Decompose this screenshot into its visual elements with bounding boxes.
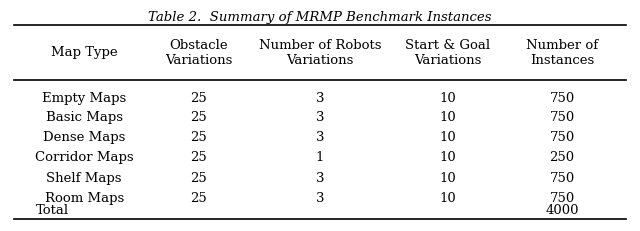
Text: Number of Robots
Variations: Number of Robots Variations	[259, 39, 381, 67]
Text: 10: 10	[439, 172, 456, 185]
Text: 3: 3	[316, 131, 324, 144]
Text: 750: 750	[550, 131, 575, 144]
Text: Map Type: Map Type	[51, 46, 118, 59]
Text: 25: 25	[191, 111, 207, 124]
Text: 3: 3	[316, 192, 324, 205]
Text: Total: Total	[36, 204, 69, 217]
Text: 3: 3	[316, 92, 324, 105]
Text: 25: 25	[191, 151, 207, 164]
Text: Dense Maps: Dense Maps	[43, 131, 125, 144]
Text: Corridor Maps: Corridor Maps	[35, 151, 134, 164]
Text: 1: 1	[316, 151, 324, 164]
Text: 750: 750	[550, 111, 575, 124]
Text: Table 2.  Summary of MRMP Benchmark Instances: Table 2. Summary of MRMP Benchmark Insta…	[148, 11, 492, 24]
Text: 10: 10	[439, 192, 456, 205]
Text: 10: 10	[439, 151, 456, 164]
Text: 25: 25	[191, 131, 207, 144]
Text: 25: 25	[191, 172, 207, 185]
Text: 25: 25	[191, 192, 207, 205]
Text: 10: 10	[439, 131, 456, 144]
Text: Shelf Maps: Shelf Maps	[47, 172, 122, 185]
Text: Basic Maps: Basic Maps	[45, 111, 123, 124]
Text: Start & Goal
Variations: Start & Goal Variations	[405, 39, 490, 67]
Text: 3: 3	[316, 172, 324, 185]
Text: 750: 750	[550, 92, 575, 105]
Text: Number of
Instances: Number of Instances	[526, 39, 598, 67]
Text: 750: 750	[550, 172, 575, 185]
Text: 10: 10	[439, 92, 456, 105]
Text: 3: 3	[316, 111, 324, 124]
Text: 250: 250	[550, 151, 575, 164]
Text: Empty Maps: Empty Maps	[42, 92, 126, 105]
Text: 4000: 4000	[545, 204, 579, 217]
Text: Room Maps: Room Maps	[45, 192, 124, 205]
Text: Obstacle
Variations: Obstacle Variations	[165, 39, 232, 67]
Text: 10: 10	[439, 111, 456, 124]
Text: 750: 750	[550, 192, 575, 205]
Text: 25: 25	[191, 92, 207, 105]
